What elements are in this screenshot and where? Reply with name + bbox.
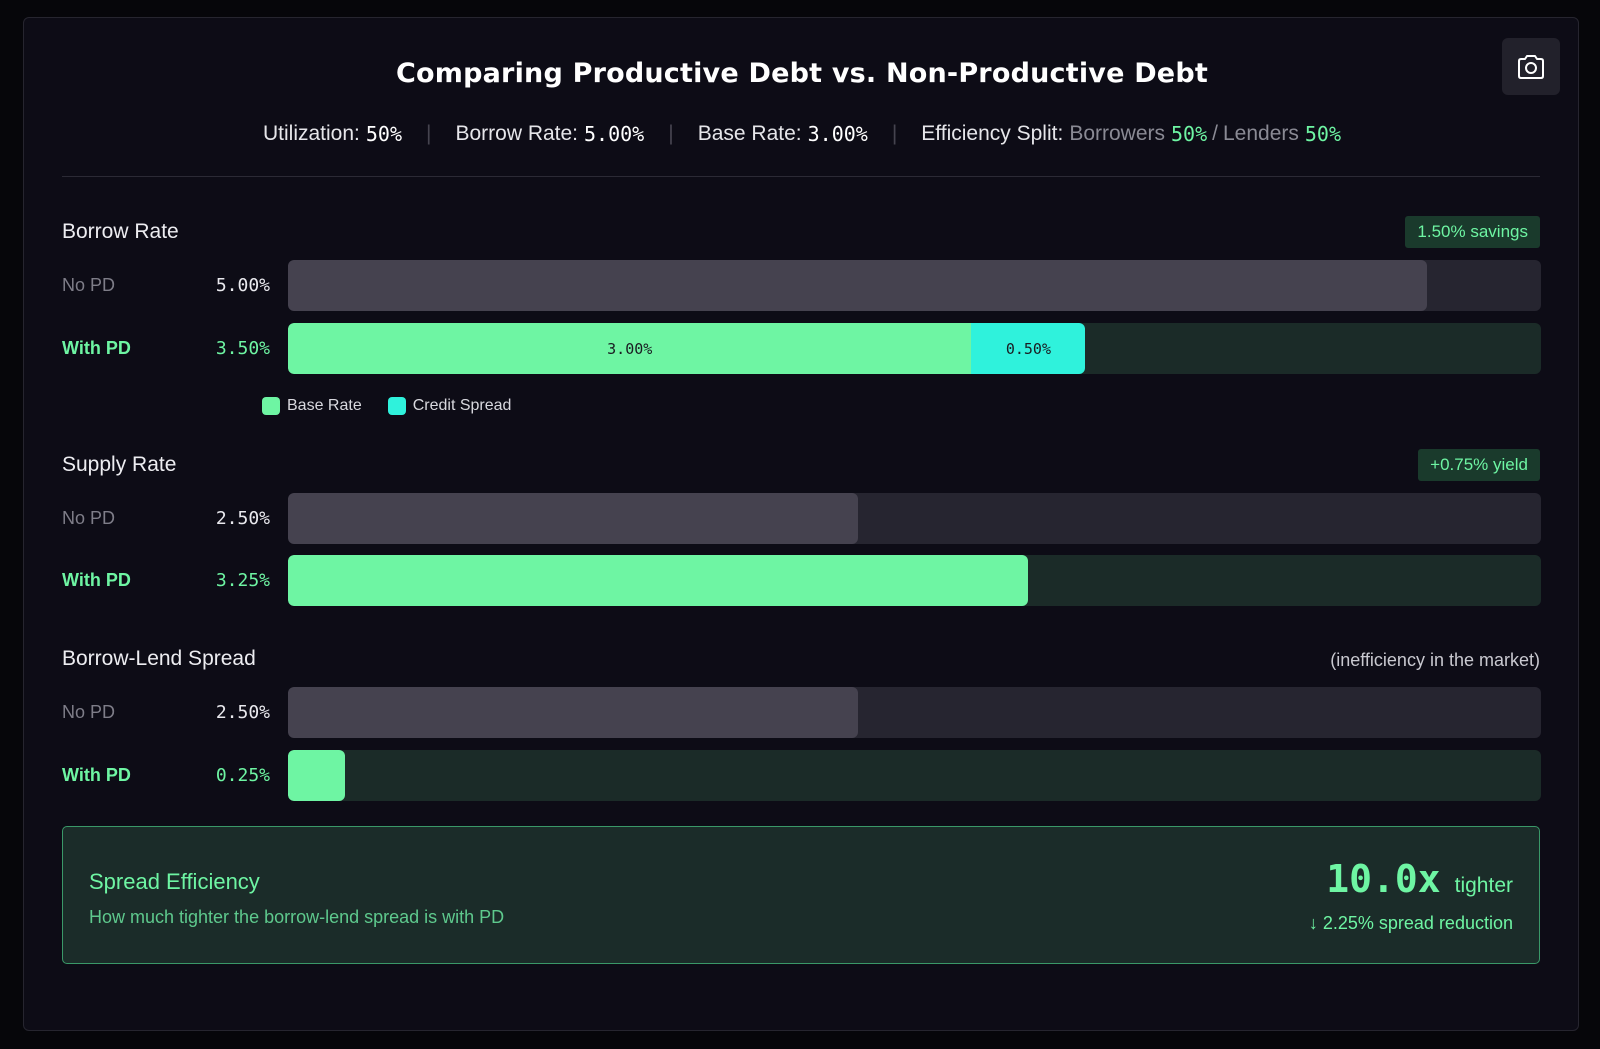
multiplier-unit: tighter (1454, 874, 1513, 897)
separator: | (426, 122, 432, 145)
borrow-withpd-bar-segment-1: 0.50% (971, 323, 1086, 374)
camera-icon (1518, 54, 1544, 79)
spread-title: Borrow-Lend Spread (62, 647, 256, 670)
split-slash: / (1212, 122, 1218, 145)
borrow-nopd-bar-segment-0 (288, 260, 1428, 311)
legend-swatch-credit-spread (387, 397, 406, 415)
efficiency-multiplier: 10.0x tighter (1326, 857, 1513, 901)
borrow-nopd-label: No PD (62, 275, 116, 295)
borrowers-value: 50% (1171, 122, 1208, 146)
yield-badge: +0.75% yield (1418, 449, 1540, 481)
spread-nopd-label: No PD (62, 702, 116, 722)
supply-withpd-bar-segment-0 (288, 555, 1029, 606)
supply-nopd-track (288, 493, 1541, 544)
separator: | (891, 122, 898, 145)
borrow-withpd-track: 3.00% 0.50% (288, 323, 1541, 374)
lenders-label: Lenders (1222, 122, 1299, 145)
legend-label-base-rate: Base Rate (287, 397, 362, 414)
spread-withpd-bar-segment-0 (288, 750, 345, 801)
borrowers-label: Borrowers (1069, 122, 1166, 145)
spread-note: (inefficiency in the market) (1330, 650, 1540, 670)
borrow-nopd-track (288, 260, 1541, 311)
borrow-nopd-value: 5.00% (215, 275, 270, 296)
base-rate-label: Base Rate: (697, 122, 802, 145)
spread-withpd-value: 0.25% (215, 765, 270, 786)
spread-nopd-value: 2.50% (215, 702, 270, 723)
spread-nopd-track (288, 687, 1541, 738)
supply-nopd-bar-segment-0 (288, 493, 858, 544)
utilization-label: Utilization: (263, 122, 360, 145)
savings-badge: 1.50% savings (1405, 216, 1540, 248)
supply-nopd-label: No PD (62, 508, 116, 528)
spread-nopd-bar-segment-0 (288, 687, 858, 738)
multiplier-value: 10.0x (1326, 857, 1441, 901)
efficiency-title: Spread Efficiency (89, 869, 260, 894)
spread-efficiency-panel: Spread Efficiency How much tighter the b… (62, 826, 1540, 964)
supply-withpd-value: 3.25% (215, 570, 270, 591)
efficiency-subtitle: How much tighter the borrow-lend spread … (89, 907, 505, 927)
lenders-value: 50% (1304, 122, 1341, 146)
legend-item-base-rate: Base Rate (262, 397, 362, 415)
supply-withpd-label: With PD (62, 570, 131, 590)
borrow-withpd-value: 3.50% (215, 338, 270, 359)
screenshot-button[interactable] (1502, 38, 1560, 95)
spread-reduction: ↓ 2.25% spread reduction (1308, 913, 1513, 933)
borrow-rate-title: Borrow Rate (62, 220, 179, 243)
separator: | (668, 122, 674, 145)
legend-label-credit-spread: Credit Spread (412, 397, 512, 414)
borrow-rate-value: 5.00% (584, 122, 645, 146)
divider (62, 176, 1540, 177)
spread-withpd-label: With PD (62, 765, 131, 785)
page-title: Comparing Productive Debt vs. Non-Produc… (396, 58, 1208, 89)
legend-swatch-base-rate (262, 397, 280, 415)
supply-withpd-track (288, 555, 1541, 606)
base-rate-value: 3.00% (807, 122, 868, 146)
supply-rate-title: Supply Rate (62, 453, 177, 476)
borrow-rate-label: Borrow Rate: (455, 122, 579, 145)
supply-nopd-value: 2.50% (215, 508, 270, 529)
utilization-value: 50% (365, 122, 402, 146)
summary-line: Utilization: 50% | Borrow Rate: 5.00% | … (24, 122, 1580, 146)
borrow-withpd-bar-segment-0: 3.00% (288, 323, 972, 374)
spread-withpd-track (288, 750, 1541, 801)
comparison-card: Comparing Productive Debt vs. Non-Produc… (23, 17, 1579, 1031)
borrow-withpd-label: With PD (62, 338, 131, 358)
legend-item-credit-spread: Credit Spread (387, 397, 512, 415)
legend: Base Rate Credit Spread (262, 397, 537, 415)
efficiency-split-label: Efficiency Split: (921, 122, 1064, 145)
